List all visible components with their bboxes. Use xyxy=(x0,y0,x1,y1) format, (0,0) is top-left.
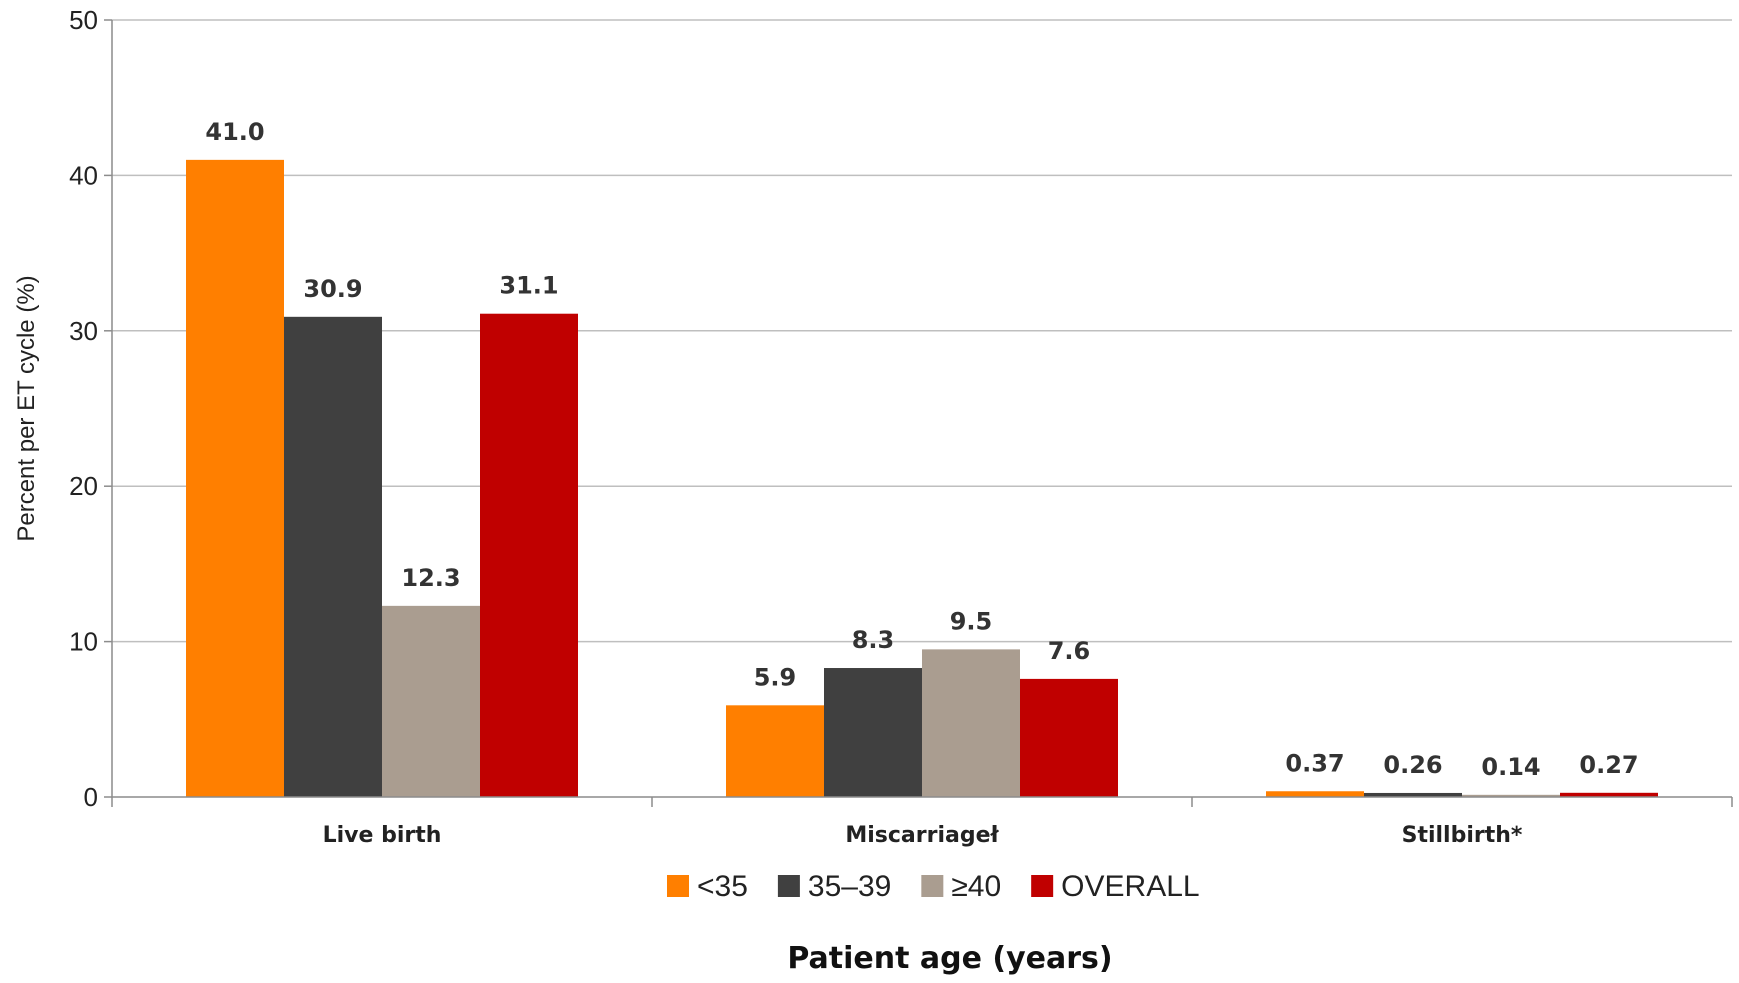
bar-live-birth-40 xyxy=(382,605,480,797)
y-tick-label: 0 xyxy=(84,782,98,812)
y-tick-label: 50 xyxy=(69,5,98,35)
y-tick-label: 20 xyxy=(69,471,98,501)
bar-stillbirth-35 xyxy=(1266,791,1364,797)
bar-miscarriage-35 xyxy=(726,705,824,797)
legend-swatch-overall xyxy=(1031,875,1054,897)
bar-live-birth-overall xyxy=(480,313,578,797)
bar-miscarriage-40 xyxy=(922,649,1020,797)
x-axis-title: Patient age (years) xyxy=(787,941,1112,976)
data-label-stillbirth-40: 0.14 xyxy=(1481,753,1540,781)
bar-miscarriage-35-39 xyxy=(824,668,922,797)
category-label: Stillbirth* xyxy=(1402,823,1523,848)
legend-label-35-39: 35–39 xyxy=(808,870,891,903)
y-tick-label: 10 xyxy=(69,627,98,657)
category-labels: Live birth Miscarriageł Stillbirth* xyxy=(323,823,1523,848)
data-label-miscarriage-35: 5.9 xyxy=(754,663,797,691)
y-axis-ticks: 0 10 20 30 40 50 xyxy=(69,5,112,812)
legend-label-overall: OVERALL xyxy=(1061,870,1199,903)
y-axis-title: Percent per ET cycle (%) xyxy=(13,275,40,541)
data-label-miscarriage-overall: 7.6 xyxy=(1048,637,1091,665)
bar-stillbirth-40 xyxy=(1462,794,1560,797)
bar-miscarriage-overall xyxy=(1020,678,1118,797)
legend-swatch-35 xyxy=(667,875,689,897)
legend-swatch-40 xyxy=(921,875,944,897)
data-label-stillbirth-35: 0.37 xyxy=(1285,749,1344,777)
y-tick-label: 40 xyxy=(69,160,98,190)
legend: <35 35–39 ≥40 OVERALL xyxy=(667,870,1200,903)
legend-swatch-35-39 xyxy=(777,875,800,897)
legend-label-35: <35 xyxy=(697,870,748,903)
bar-live-birth-35-39 xyxy=(284,316,382,797)
data-label-miscarriage-35-39: 8.3 xyxy=(852,626,895,654)
data-label-miscarriage-40: 9.5 xyxy=(950,607,993,635)
bar-stillbirth-overall xyxy=(1560,792,1658,797)
bar-stillbirth-35-39 xyxy=(1364,792,1462,797)
x-axis-ticks xyxy=(111,797,1733,807)
data-label-stillbirth-overall: 0.27 xyxy=(1579,751,1638,779)
data-label-live-birth-35-39: 30.9 xyxy=(303,275,362,303)
y-tick-label: 30 xyxy=(69,316,98,346)
bars xyxy=(186,159,1658,798)
data-label-live-birth-35: 41.0 xyxy=(205,118,264,146)
data-label-live-birth-overall: 31.1 xyxy=(499,272,558,300)
category-label: Miscarriageł xyxy=(845,823,999,848)
legend-label-40: ≥40 xyxy=(951,870,1001,903)
bar-live-birth-35 xyxy=(186,159,284,798)
data-label-stillbirth-35-39: 0.26 xyxy=(1383,751,1442,779)
category-label: Live birth xyxy=(323,823,442,848)
data-label-live-birth-40: 12.3 xyxy=(401,564,460,592)
data-labels: 41.0 30.9 12.3 31.1 5.9 8.3 9.5 7.6 0.37 0.26 0.14… xyxy=(205,118,1638,781)
